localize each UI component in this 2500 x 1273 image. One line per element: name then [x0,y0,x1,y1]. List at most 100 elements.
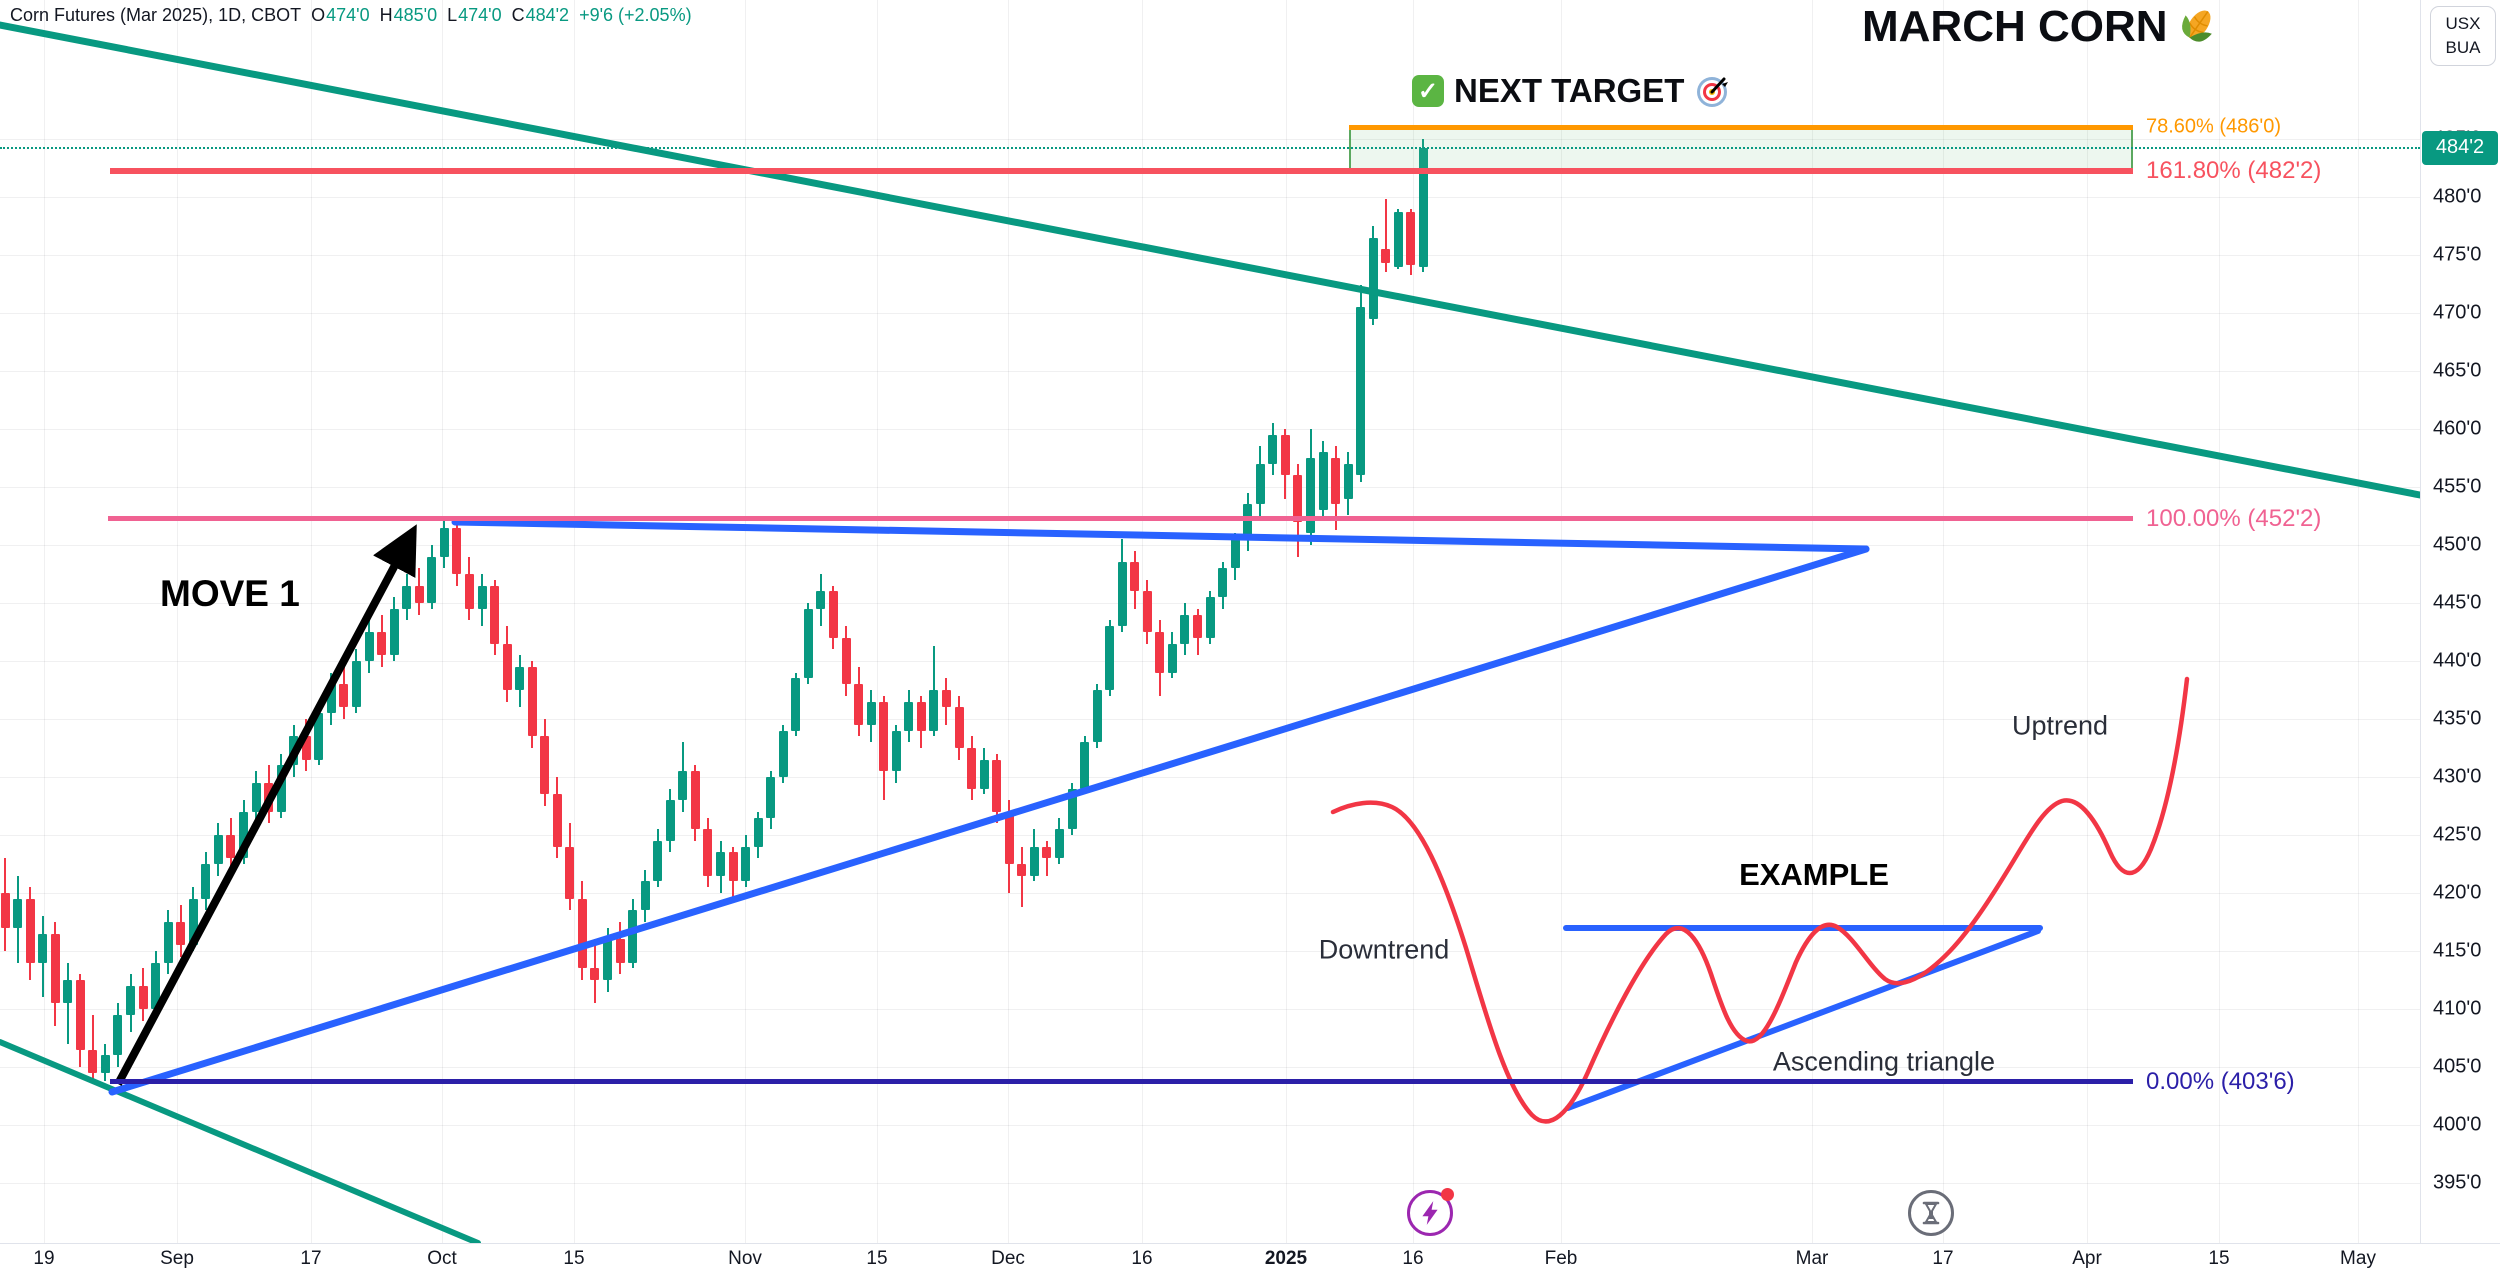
candle [201,864,211,899]
candle [1268,434,1278,464]
candle [866,701,876,725]
candle [301,736,311,760]
v-gridline [311,0,312,1243]
h-gridline [0,255,2420,256]
price-tick: 415'0 [2433,939,2482,962]
v-gridline [1413,0,1414,1243]
candle [13,898,23,928]
lightning-button[interactable] [1407,1188,1454,1236]
h-gridline [0,893,2420,894]
candle [1180,614,1190,644]
candle [264,782,274,812]
candle [1306,458,1315,534]
candle [176,922,186,946]
candle [703,829,713,876]
candle [113,1014,123,1056]
v-gridline [442,0,443,1243]
candle [615,939,625,963]
price-tick: 475'0 [2433,243,2482,266]
time-tick: 15 [2208,1248,2230,1269]
uptrend-label: Uptrend [2011,710,2109,741]
candle [665,800,675,841]
price-tick: 425'0 [2433,823,2482,846]
candle [1167,643,1177,673]
time-tick: 2025 [1264,1248,1308,1269]
v-gridline [745,0,746,1243]
time-tick: Mar [1795,1248,1829,1269]
v-gridline [1286,0,1287,1243]
time-tick: 16 [1402,1248,1424,1269]
price-tick: 445'0 [2433,591,2482,614]
price-tick: 470'0 [2433,301,2482,324]
price-tick: 460'0 [2433,417,2482,440]
candle [239,811,248,859]
price-axis[interactable]: 485'0480'0475'0470'0465'0460'0455'0450'0… [2420,0,2500,1243]
fib-line-0.00%[interactable] [110,1079,2133,1084]
candle [377,632,387,656]
v-gridline [1008,0,1009,1243]
fib-label: 78.60% (486'0) [2146,115,2282,138]
ohlc-values: O474'0 H485'0 L474'0 C484'2 +9'6 (+2.05%) [311,5,701,26]
chart-plot-area[interactable] [0,0,2420,1243]
candle [941,690,951,708]
candle [389,608,399,656]
candle [628,910,638,963]
time-tick: Oct [427,1248,457,1269]
corn-icon [2174,4,2220,50]
page-title-text: MARCH CORN [1862,2,2168,51]
candle [540,736,550,795]
fib-line-161.80%[interactable] [110,167,2133,174]
candle [1042,846,1052,859]
v-gridline [44,0,45,1243]
ohlc-key: O [311,5,326,25]
last-price-line [0,146,2420,149]
candle [1130,562,1140,592]
candle-wick [66,962,69,1044]
candle [1092,690,1102,743]
candle [452,527,462,574]
currency-unit-panel[interactable]: USX BUA [2430,6,2496,66]
fib-target-zone [1349,127,2133,171]
price-tick: 455'0 [2433,475,2482,498]
v-gridline [177,0,178,1243]
candle [1067,788,1077,830]
ohlc-key: L [447,5,458,25]
time-tick: Dec [991,1248,1025,1269]
unit-top[interactable]: USX [2445,14,2481,33]
ohlc-value: 485'0 [393,5,438,25]
candle [25,898,35,963]
candle [1142,591,1152,632]
candle [427,556,437,603]
candle [1381,249,1391,264]
candle [502,643,512,690]
candle [1255,463,1265,505]
candle [100,1055,110,1073]
candle [1230,539,1240,569]
time-axis[interactable]: 19 Sep 17 Oct 15 Nov 15 Dec 16 2025 16 Feb Mar 17 Apr 1… [0,1243,2500,1273]
fib-line-78.60%[interactable] [1349,124,2133,130]
h-gridline [0,661,2420,662]
symbol-legend[interactable]: Corn Futures (Mar 2025), 1D, CBOT O474'0… [10,5,702,26]
candle [364,632,374,661]
candle [126,985,136,1015]
candle [75,980,85,1050]
candle [954,707,964,748]
candle [552,794,562,847]
unit-bottom[interactable]: BUA [2445,38,2481,57]
candle [289,736,299,766]
hourglass-button[interactable] [1908,1190,1954,1236]
candle [38,933,48,963]
candle [414,585,424,603]
price-tick: 420'0 [2433,881,2482,904]
candle [439,527,449,557]
candle [1054,829,1064,859]
ohlc-value: 474'0 [458,5,502,25]
candle [841,637,851,685]
fib-line-100.00%[interactable] [108,516,2133,522]
candle [1117,562,1127,627]
candle [929,690,939,731]
example-label: EXAMPLE [1739,857,1889,892]
move1-label: MOVE 1 [160,573,300,614]
candle [1218,568,1228,598]
candle [138,985,148,1009]
